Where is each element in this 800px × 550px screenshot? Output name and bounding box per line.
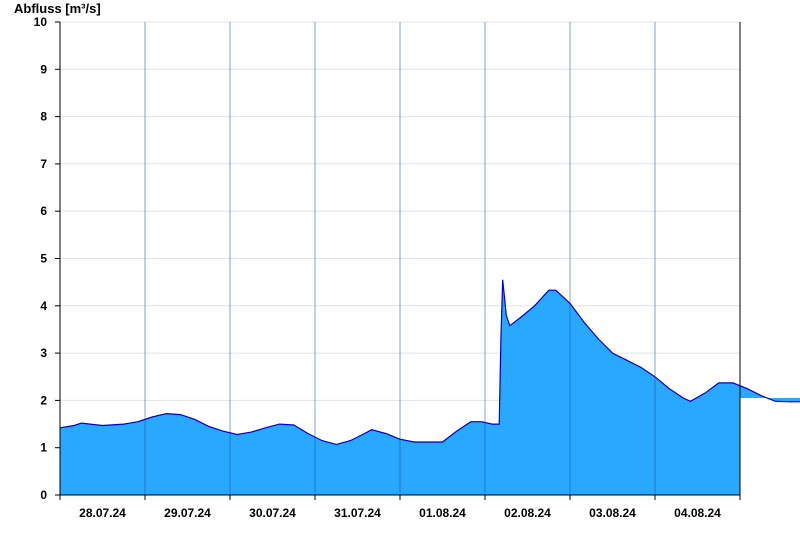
y-tick-label: 1 [40,441,47,455]
x-tick-label: 28.07.24 [79,506,126,520]
y-tick-label: 5 [40,252,47,266]
x-tick-label: 29.07.24 [164,506,211,520]
y-tick-label: 4 [40,299,47,313]
y-tick-label: 7 [40,157,47,171]
y-tick-label: 10 [34,15,48,29]
x-tick-label: 31.07.24 [334,506,381,520]
y-tick-label: 2 [40,393,47,407]
x-axis: 28.07.24 29.07.24 30.07.24 31.07.24 01.08.24… [79,495,741,520]
y-tick-label: 3 [40,346,47,360]
y-tick-label: 9 [40,62,47,76]
x-tick-label: 03.08.24 [589,506,636,520]
y-axis: 0 1 2 3 4 5 6 7 8 9 10 [34,15,60,502]
y-tick-label: 8 [40,110,47,124]
y-tick-label: 0 [40,488,47,502]
discharge-area [60,279,800,495]
x-tick-label: 30.07.24 [249,506,296,520]
x-tick-label: 01.08.24 [419,506,466,520]
y-axis-label: Abfluss [m³/s] [14,1,101,16]
y-tick-label: 6 [40,204,47,218]
x-tick-label: 04.08.24 [674,506,721,520]
x-tick-label: 02.08.24 [504,506,551,520]
discharge-line [59,279,800,446]
plot-area [59,22,800,495]
